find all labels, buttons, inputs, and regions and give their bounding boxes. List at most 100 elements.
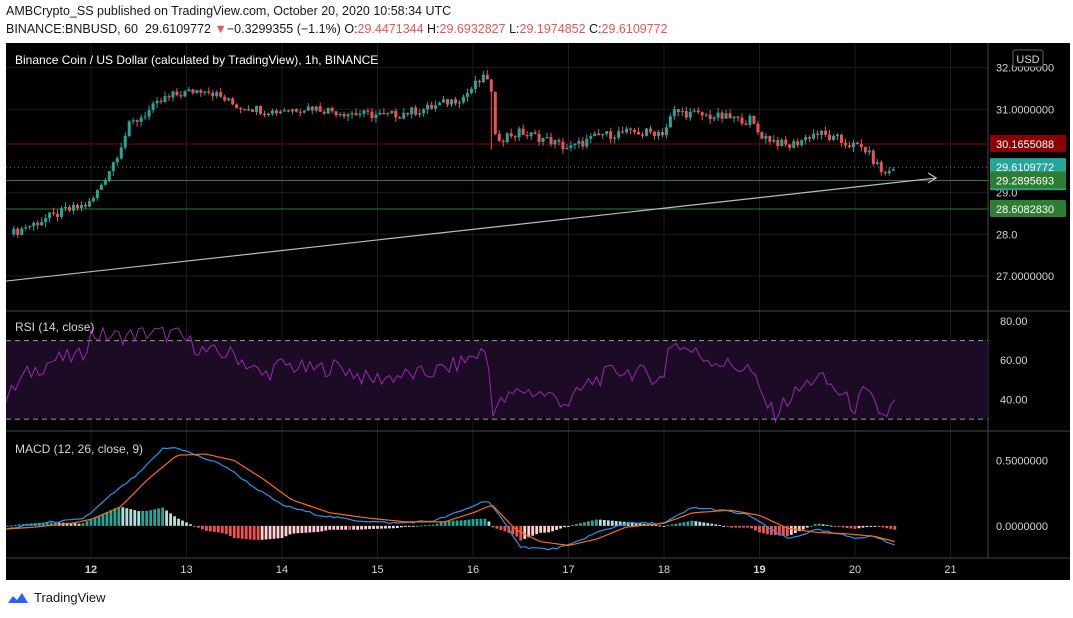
macd-histogram-bar bbox=[129, 509, 133, 526]
candle-body bbox=[716, 112, 720, 118]
candle-body bbox=[581, 140, 585, 147]
low-value: 29.1974852 bbox=[519, 22, 586, 36]
macd-histogram-bar bbox=[236, 525, 240, 539]
close-label: C: bbox=[589, 22, 602, 36]
candle-body bbox=[334, 111, 338, 116]
candle-body bbox=[44, 218, 48, 222]
macd-histogram-bar bbox=[813, 523, 817, 526]
candle-body bbox=[16, 228, 20, 235]
macd-histogram-bar bbox=[686, 521, 690, 526]
high-value: 29.6932827 bbox=[439, 22, 506, 36]
publisher-name[interactable]: AMBCrypto_SS bbox=[6, 4, 94, 18]
candle-body bbox=[573, 143, 577, 146]
macd-histogram-bar bbox=[145, 510, 149, 526]
macd-histogram-bar bbox=[228, 525, 232, 537]
macd-histogram-bar bbox=[531, 525, 535, 536]
candle-body bbox=[883, 172, 887, 174]
candle-body bbox=[231, 98, 235, 105]
macd-histogram-bar bbox=[495, 525, 499, 529]
candle-body bbox=[48, 212, 52, 219]
chart-canvas[interactable]: 32.000000031.000000029.028.027.000000080… bbox=[6, 43, 1070, 580]
macd-histogram-bar bbox=[666, 525, 670, 527]
rsi-pane-title: RSI (14, close) bbox=[15, 320, 94, 334]
macd-histogram-bar bbox=[519, 525, 523, 541]
macd-histogram-bar bbox=[662, 525, 666, 527]
macd-histogram-bar bbox=[419, 525, 423, 527]
macd-histogram-bar bbox=[427, 524, 431, 526]
candle-body bbox=[521, 128, 525, 135]
macd-histogram-bar bbox=[670, 524, 674, 526]
candle-body bbox=[143, 116, 147, 118]
candle-body bbox=[446, 99, 450, 105]
macd-histogram-bar bbox=[674, 523, 678, 526]
macd-histogram-bar bbox=[204, 525, 208, 531]
price-change: −0.3299355 (−1.1%) bbox=[226, 22, 341, 36]
currency-button-box bbox=[1012, 49, 1044, 68]
macd-histogram-bar bbox=[841, 525, 845, 528]
macd-histogram-bar bbox=[21, 523, 25, 526]
macd-histogram-bar bbox=[316, 525, 320, 532]
candle-body bbox=[839, 134, 843, 143]
macd-histogram-bar bbox=[121, 507, 125, 526]
time-tick-label: 16 bbox=[467, 564, 479, 576]
macd-histogram-bar bbox=[893, 525, 897, 530]
price-label-text: 28.6082830 bbox=[996, 204, 1054, 216]
macd-histogram-bar bbox=[614, 521, 618, 526]
candle-body bbox=[497, 133, 501, 141]
candle-body bbox=[712, 117, 716, 120]
macd-histogram-bar bbox=[276, 525, 280, 539]
candle-body bbox=[318, 106, 322, 112]
candle-body bbox=[430, 104, 434, 109]
macd-histogram-bar bbox=[248, 525, 252, 540]
candle-body bbox=[477, 80, 481, 83]
macd-histogram-bar bbox=[193, 525, 196, 527]
candle-body bbox=[115, 158, 119, 163]
macd-histogram-bar bbox=[535, 525, 539, 535]
candle-body bbox=[270, 110, 274, 114]
candle-body bbox=[75, 204, 79, 209]
macd-histogram-bar bbox=[706, 523, 710, 526]
macd-histogram-bar bbox=[833, 525, 837, 527]
candle-body bbox=[32, 222, 36, 227]
macd-histogram-bar bbox=[594, 519, 598, 526]
candle-body bbox=[672, 109, 676, 117]
candle-body bbox=[684, 111, 688, 118]
macd-histogram-bar bbox=[742, 525, 745, 528]
candle-body bbox=[465, 93, 469, 97]
rsi-tick-label: 40.00 bbox=[1000, 394, 1028, 406]
candle-body bbox=[816, 133, 820, 135]
macd-histogram-bar bbox=[69, 522, 73, 526]
candle-body bbox=[394, 110, 398, 118]
candle-body bbox=[700, 112, 704, 116]
macd-histogram-bar bbox=[865, 525, 869, 528]
candle-body bbox=[828, 134, 832, 140]
macd-line bbox=[6, 446, 895, 551]
candle-body bbox=[28, 226, 32, 228]
tradingview-logo[interactable]: TradingView bbox=[6, 590, 106, 605]
macd-histogram-bar bbox=[801, 525, 805, 530]
macd-histogram-bar bbox=[527, 525, 531, 538]
macd-histogram-bar bbox=[45, 522, 49, 526]
tradingview-brand: TradingView bbox=[34, 590, 106, 605]
macd-histogram-bar bbox=[312, 525, 316, 533]
macd-histogram-bar bbox=[694, 521, 698, 526]
candle-body bbox=[422, 109, 426, 114]
currency-button[interactable]: USD bbox=[1012, 49, 1044, 68]
trendline bbox=[6, 177, 937, 282]
macd-histogram-bar bbox=[467, 519, 471, 526]
candle-body bbox=[306, 106, 310, 111]
candle-body bbox=[195, 90, 199, 94]
candle-body bbox=[533, 132, 537, 134]
macd-histogram-bar bbox=[586, 521, 590, 526]
candle-body bbox=[215, 92, 219, 97]
macd-histogram-bar bbox=[340, 525, 344, 530]
candle-body bbox=[545, 136, 549, 139]
candle-body bbox=[310, 106, 314, 111]
macd-histogram-bar bbox=[13, 524, 17, 526]
macd-histogram-bar bbox=[849, 525, 853, 529]
macd-histogram-bar bbox=[475, 518, 479, 526]
chart-area[interactable]: 32.0000000 31.0000000 29.0 28.0 27.0000000 80… bbox=[6, 43, 1070, 580]
macd-histogram-bar bbox=[232, 525, 236, 539]
macd-histogram-bar bbox=[853, 525, 857, 529]
macd-histogram-bar bbox=[113, 508, 117, 526]
